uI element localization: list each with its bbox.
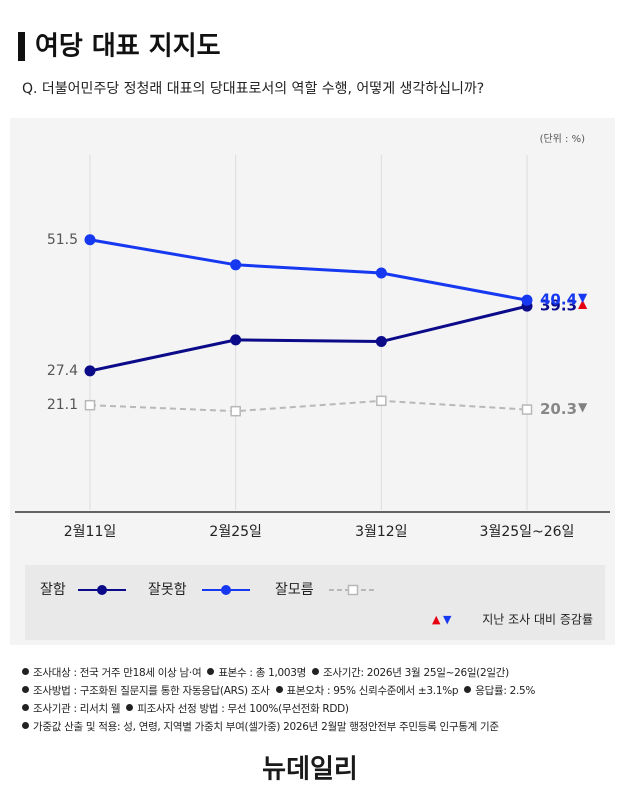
point [375, 336, 387, 348]
legend-label: 잘모름 [275, 582, 314, 598]
bullet [22, 686, 29, 693]
series-line [89, 399, 528, 413]
series-line [89, 304, 528, 373]
note: 조사기간: 2026년 3월 25일~26일(2일간) [323, 667, 509, 679]
change-marker: ▲ [578, 297, 588, 311]
legend-marker [97, 585, 107, 595]
legend-marker [221, 585, 231, 595]
change-note-down: ▼ [443, 613, 452, 626]
point [230, 259, 242, 271]
bullet [275, 686, 283, 693]
bullet [22, 668, 29, 675]
note-line: 가중값 산출 및 적용: 성, 연령, 지역별 가중치 부여(셀가중) 2026… [22, 718, 617, 736]
title-bar [18, 32, 25, 61]
notes: 조사대상 : 전국 거주 만18세 이상 남·여 표본수 : 총 1,003명 조사… [22, 664, 617, 736]
bullet [312, 668, 320, 675]
note-line: 조사대상 : 전국 거주 만18세 이상 남·여 표본수 : 총 1,003명 조사… [22, 664, 617, 682]
note: 표본수 : 총 1,003명 [218, 667, 307, 679]
title: 여당 대표 지지도 [35, 32, 221, 62]
chart-panel [10, 118, 615, 645]
x-tick-label: 2월11일 [64, 524, 116, 540]
question: Q. 더불어민주당 정청래 대표의 당대표로서의 역할 수행, 어떻게 생각하십… [22, 81, 484, 97]
point [376, 395, 387, 407]
x-tick-label: 3월12일 [355, 524, 407, 540]
note-line: 조사기관 : 리서치 웰 피조사자 선정 방법 : 무선 100%(무선전화 RD… [22, 700, 617, 718]
note: 응답률: 2.5% [475, 685, 536, 697]
change-marker: ▼ [578, 291, 588, 305]
point [521, 294, 533, 306]
note: 조사방법 : 구조화된 질문지를 통한 자동응답(ARS) 조사 [33, 685, 270, 697]
data-label: 27.4 [47, 363, 78, 379]
note: 표본오차 : 95% 신뢰수준에서 ±3.1%p [286, 685, 459, 697]
legend-label: 잘함 [40, 582, 66, 598]
bullet [22, 722, 29, 729]
series-line [89, 238, 528, 302]
logo: 뉴데일리 [262, 755, 358, 785]
change-marker: ▼ [578, 400, 588, 414]
legend-marker [347, 584, 359, 596]
x-tick-label: 3월25일~26일 [480, 524, 575, 540]
x-tick-label: 2월25일 [209, 524, 261, 540]
legend-box [25, 565, 605, 640]
point [84, 365, 96, 377]
bullet [207, 668, 215, 675]
note: 조사대상 : 전국 거주 만18세 이상 남·여 [33, 667, 202, 679]
bullet [126, 704, 134, 711]
data-label: 40.4 [540, 291, 577, 309]
point [84, 399, 96, 411]
note-line: 조사방법 : 구조화된 질문지를 통한 자동응답(ARS) 조사 표본오차 : 9… [22, 682, 617, 700]
data-label: 21.1 [47, 397, 78, 413]
data-label: 39.3 [540, 297, 577, 315]
bullet [464, 686, 472, 693]
note: 조사기관 : 리서치 웰 [33, 703, 121, 715]
change-note-up: ▲ [432, 613, 441, 626]
bullet [22, 704, 29, 711]
note: 피조사자 선정 방법 : 무선 100%(무선전화 RDD) [137, 703, 349, 715]
point [230, 405, 241, 417]
legend-label: 잘못함 [148, 582, 187, 598]
point [521, 404, 533, 415]
data-label: 51.5 [47, 232, 78, 248]
data-label: 20.3 [540, 400, 577, 418]
change-note: 지난 조사 대비 증감률 [482, 613, 593, 627]
point [230, 334, 242, 346]
point [375, 267, 387, 279]
unit: (단위 : %) [540, 132, 586, 145]
note: 가중값 산출 및 적용: 성, 연령, 지역별 가중치 부여(셀가중) 2026… [33, 721, 499, 733]
point [84, 234, 96, 246]
